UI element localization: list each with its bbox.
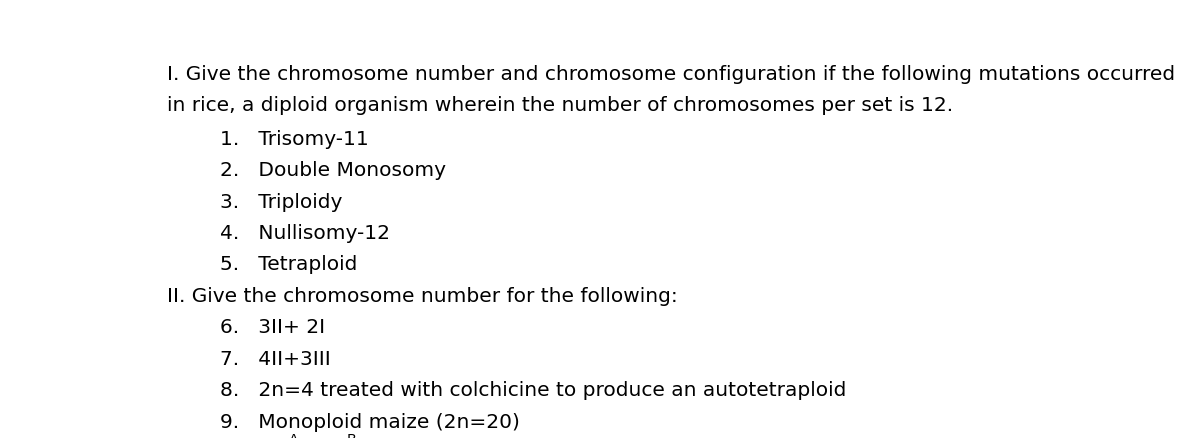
Text: 8.   2n=4 treated with colchicine to produce an autotetraploid: 8. 2n=4 treated with colchicine to produ… [220, 380, 846, 399]
Text: 4.   Nullisomy-12: 4. Nullisomy-12 [220, 223, 390, 243]
Text: A: A [289, 432, 299, 438]
Text: II. Give the chromosome number for the following:: II. Give the chromosome number for the f… [167, 286, 678, 305]
Text: 2.   Double Monosomy: 2. Double Monosomy [220, 161, 445, 180]
Text: 3.   Triploidy: 3. Triploidy [220, 192, 342, 211]
Text: I. Give the chromosome number and chromosome configuration if the following muta: I. Give the chromosome number and chromo… [167, 64, 1175, 83]
Text: 7.   4II+3III: 7. 4II+3III [220, 349, 330, 368]
Text: 1.   Trisomy-11: 1. Trisomy-11 [220, 130, 368, 148]
Text: B: B [347, 432, 356, 438]
Text: 6.   3II+ 2I: 6. 3II+ 2I [220, 318, 325, 337]
Text: in rice, a diploid organism wherein the number of chromosomes per set is 12.: in rice, a diploid organism wherein the … [167, 96, 953, 115]
Text: 9.   Monoploid maize (2n=20): 9. Monoploid maize (2n=20) [220, 412, 520, 431]
Text: 5.   Tetraploid: 5. Tetraploid [220, 255, 358, 274]
